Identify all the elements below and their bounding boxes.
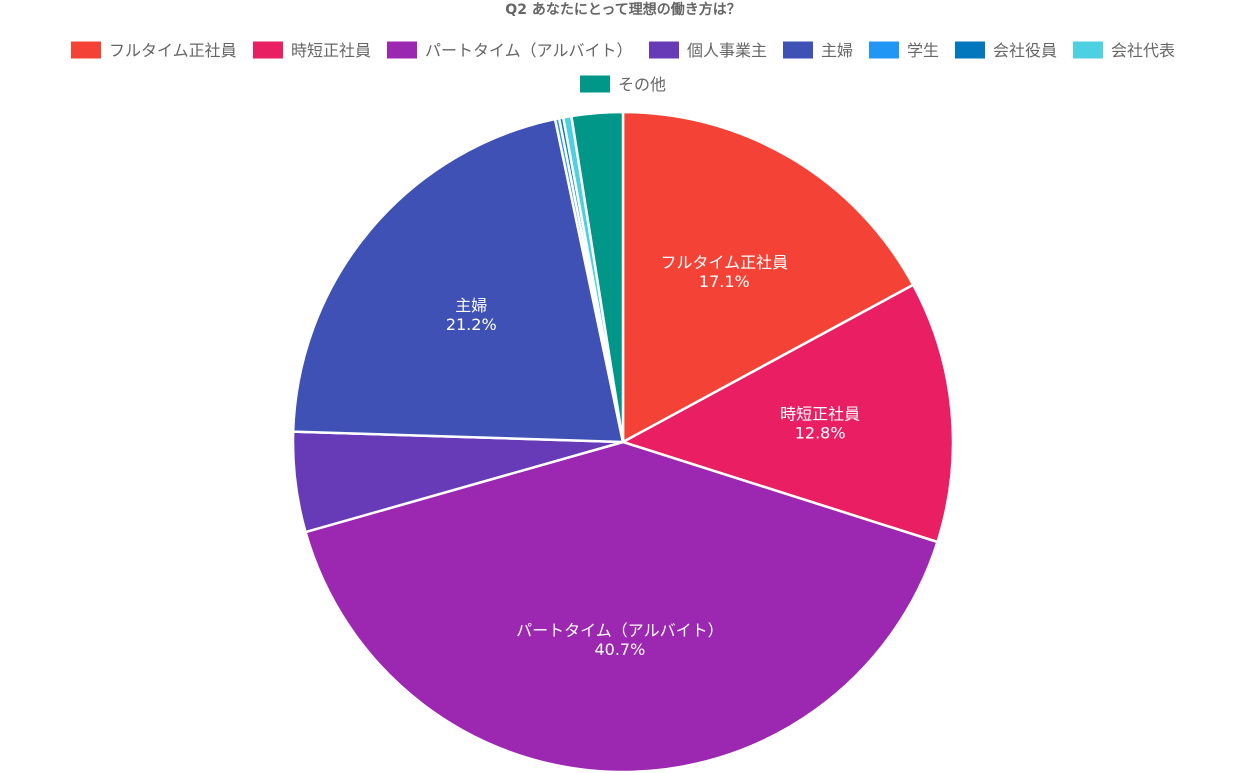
legend-item-0[interactable]: フルタイム正社員 bbox=[70, 41, 237, 60]
legend-item-8[interactable]: その他 bbox=[579, 75, 666, 94]
legend: フルタイム正社員 時短正社員 パートタイム（アルバイト） 個人事業主 主婦 学生 会社役員 会… bbox=[70, 41, 1175, 94]
pie-slice-label-2: パートタイム（アルバイト） 40.7% bbox=[516, 621, 724, 659]
legend-label-2: パートタイム（アルバイト） bbox=[425, 41, 633, 60]
legend-label-5: 学生 bbox=[907, 41, 939, 60]
legend-swatch-8 bbox=[579, 75, 610, 93]
legend-label-6: 会社役員 bbox=[993, 41, 1057, 60]
legend-swatch-2 bbox=[386, 41, 417, 59]
chart-title: Q2 あなたにとって理想の働き方は？ bbox=[505, 1, 740, 18]
legend-item-3[interactable]: 個人事業主 bbox=[649, 41, 767, 60]
legend-swatch-4 bbox=[783, 41, 814, 59]
legend-label-7: 会社代表 bbox=[1111, 41, 1175, 60]
pie-slice-label-0: フルタイム正社員 17.1% bbox=[660, 253, 788, 291]
legend-swatch-6 bbox=[955, 41, 986, 59]
pie-slice-label-4: 主婦 21.2% bbox=[446, 296, 497, 334]
pie-slice-8[interactable] bbox=[570, 110, 625, 444]
legend-swatch-0 bbox=[70, 41, 101, 59]
legend-swatch-1 bbox=[252, 41, 283, 59]
legend-label-0: フルタイム正社員 bbox=[109, 41, 237, 60]
pie-slice-label-1: 時短正社員 12.8% bbox=[780, 404, 860, 442]
legend-label-8: その他 bbox=[618, 75, 666, 94]
pie-slice-labels: フルタイム正社員 17.1% 時短正社員 12.8% パートタイム（アルバイト） 40.7… bbox=[446, 253, 860, 659]
legend-label-4: 主婦 bbox=[821, 41, 853, 60]
legend-label-3: 個人事業主 bbox=[687, 41, 767, 60]
legend-label-1: 時短正社員 bbox=[291, 41, 371, 60]
legend-item-6[interactable]: 会社役員 bbox=[955, 41, 1057, 60]
pie-slice-4[interactable] bbox=[291, 117, 625, 444]
legend-item-2[interactable]: パートタイム（アルバイト） bbox=[386, 41, 633, 60]
legend-item-1[interactable]: 時短正社員 bbox=[252, 41, 371, 60]
legend-item-4[interactable]: 主婦 bbox=[783, 41, 853, 60]
legend-swatch-5 bbox=[869, 41, 900, 59]
pie-slices bbox=[291, 110, 955, 773]
pie-slice-2[interactable] bbox=[304, 440, 939, 773]
legend-swatch-7 bbox=[1073, 41, 1104, 59]
legend-item-5[interactable]: 学生 bbox=[869, 41, 939, 60]
legend-item-7[interactable]: 会社代表 bbox=[1073, 41, 1175, 60]
pie-slice-0[interactable] bbox=[621, 110, 915, 444]
pie-slice-1[interactable] bbox=[621, 283, 955, 544]
legend-swatch-3 bbox=[649, 41, 680, 59]
